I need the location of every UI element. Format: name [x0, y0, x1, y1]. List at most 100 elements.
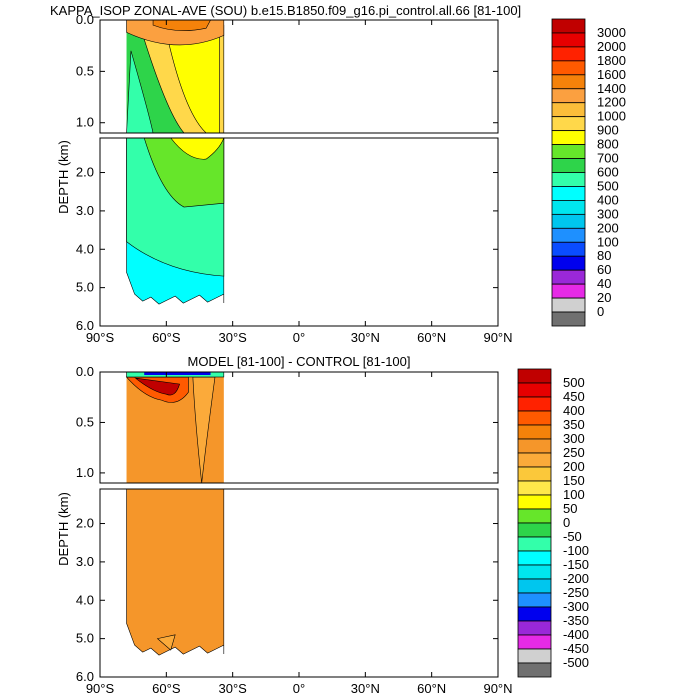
colorbar-swatch	[517, 494, 552, 510]
colorbar-label: 400	[563, 403, 585, 418]
colorbar-swatch	[517, 578, 552, 594]
xtick-label: 30°N	[351, 330, 380, 345]
colorbar-label: 800	[597, 137, 619, 152]
colorbar-swatch	[551, 213, 586, 229]
ytick-label: 2.0	[76, 516, 94, 531]
colorbar-label: -400	[563, 627, 589, 642]
ytick-label: 4.0	[76, 592, 94, 607]
colorbar-label: 500	[597, 178, 619, 193]
colorbar-swatch	[517, 550, 552, 566]
panel-1-colorbar: 3000200018001600140012001000900800700600…	[551, 18, 626, 327]
contour-1400	[152, 20, 211, 31]
colorbar-label: 50	[563, 501, 577, 516]
xtick-label: 0°	[293, 681, 305, 696]
xtick-label: 60°S	[152, 681, 181, 696]
colorbar-swatch	[551, 241, 586, 257]
xtick-label: 60°N	[417, 330, 446, 345]
panel-1-ticks: 0.0 0.5 1.0 2.0 3.0 4.0 5.0 6.090°S 60°S 30°S 0° 30…	[76, 12, 513, 345]
colorbar-label: 250	[563, 445, 585, 460]
ytick-label: 0.5	[76, 414, 94, 429]
ytick-label: 6.0	[76, 669, 94, 684]
xtick-label: 30°S	[218, 330, 247, 345]
colorbar-label: 1600	[597, 67, 626, 82]
ytick-label: 1.0	[76, 465, 94, 480]
panel-1: KAPPA_ISOP ZONAL-AVE (SOU) b.e15.B1850.f…	[50, 3, 626, 345]
colorbar-label: 150	[563, 473, 585, 488]
colorbar-label: 60	[597, 262, 611, 277]
colorbar-label: 1400	[597, 81, 626, 96]
colorbar-label: 400	[597, 192, 619, 207]
colorbar-swatch	[551, 186, 586, 201]
xtick-label: 60°S	[152, 330, 181, 345]
panel-1-contours	[126, 20, 225, 305]
colorbar-label: 300	[597, 206, 619, 221]
contour-800	[165, 32, 220, 133]
xtick-label: 90°S	[86, 681, 115, 696]
colorbar-swatch	[551, 116, 586, 132]
colorbar-label: 1000	[597, 109, 626, 124]
ytick-label: 1.0	[76, 115, 94, 130]
colorbar-label: 300	[563, 431, 585, 446]
colorbar-swatch	[517, 508, 552, 524]
colorbar-label: -150	[563, 557, 589, 572]
colorbar-swatch	[517, 592, 552, 608]
colorbar-label: -50	[563, 529, 582, 544]
ytick-label: 0.0	[76, 364, 94, 379]
colorbar-label: 40	[597, 276, 611, 291]
colorbar-swatch	[517, 648, 552, 664]
colorbar-swatch	[517, 438, 552, 454]
colorbar-label: -300	[563, 599, 589, 614]
colorbar-swatch	[551, 172, 586, 187]
lower-field	[126, 489, 225, 656]
colorbar-swatch	[551, 60, 586, 76]
colorbar-swatch	[551, 88, 586, 104]
colorbar-swatch	[551, 74, 586, 90]
colorbar-swatch	[517, 620, 552, 636]
contour-200-deep	[156, 634, 176, 651]
contour-neg250	[144, 372, 211, 375]
colorbar-swatch	[517, 522, 552, 538]
ytick-label: 2.0	[76, 165, 94, 180]
panel-1-title: KAPPA_ISOP ZONAL-AVE (SOU) b.e15.B1850.f…	[50, 3, 521, 18]
colorbar-swatch	[517, 662, 552, 678]
xtick-label: 90°S	[86, 330, 115, 345]
colorbar-label: 600	[597, 165, 619, 180]
colorbar-label: 350	[563, 417, 585, 432]
colorbar-swatch	[551, 297, 586, 313]
colorbar-swatch	[517, 452, 552, 468]
xtick-label: 30°S	[218, 681, 247, 696]
colorbar-swatch	[517, 382, 552, 398]
colorbar-swatch	[517, 606, 552, 622]
xtick-label: 30°N	[351, 681, 380, 696]
ytick-label: 5.0	[76, 280, 94, 295]
contour-250-deep	[126, 489, 225, 656]
xtick-label: 90°N	[483, 681, 512, 696]
colorbar-swatch	[517, 536, 552, 552]
colorbar-swatch	[551, 144, 586, 159]
colorbar-label: 1200	[597, 95, 626, 110]
colorbar-label: 0	[563, 515, 570, 530]
colorbar-label: -250	[563, 585, 589, 600]
panel-1-ylabel: DEPTH (km)	[56, 140, 71, 214]
colorbar-swatch	[517, 410, 552, 426]
colorbar-swatch	[551, 130, 586, 145]
colorbar-label: 100	[563, 487, 585, 502]
colorbar-swatch	[517, 396, 552, 412]
contour-500	[134, 377, 180, 396]
colorbar-label: -350	[563, 613, 589, 628]
colorbar-swatch	[551, 227, 586, 243]
colorbar-label: -500	[563, 655, 589, 670]
colorbar-swatch	[517, 466, 552, 482]
colorbar-swatch	[517, 368, 552, 384]
colorbar-swatch	[551, 269, 586, 285]
colorbar-swatch	[517, 480, 552, 496]
colorbar-swatch	[551, 200, 586, 215]
colorbar-swatch	[551, 102, 586, 118]
colorbar-swatch	[551, 18, 586, 34]
colorbar-swatch	[517, 424, 552, 440]
panel-2: MODEL [81-100] - CONTROL [81-100] DEPTH …	[56, 354, 589, 696]
upper-field	[125, 372, 225, 483]
colorbar-label: 0	[597, 304, 604, 319]
colorbar-swatch	[551, 283, 586, 299]
